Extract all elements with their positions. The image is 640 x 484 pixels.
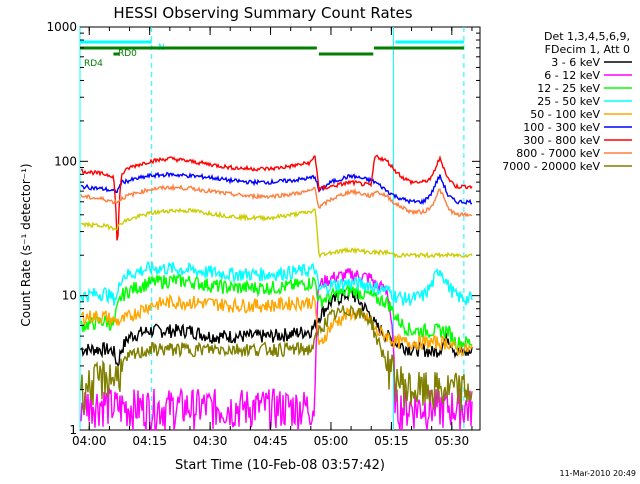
x-tick-label-1: 04:15	[132, 434, 167, 448]
x-tick-label-6: 05:30	[435, 434, 470, 448]
footer-date: 11-Mar-2010 20:49	[560, 469, 637, 478]
legend-label-0: 3 - 6 keV	[551, 56, 600, 69]
x-tick-label-4: 05:00	[314, 434, 349, 448]
legend-label-4: 50 - 100 keV	[530, 108, 600, 121]
legend-label-7: 800 - 7000 keV	[516, 147, 600, 160]
y-axis-label: Count Rate (s⁻¹ detector⁻¹)	[19, 163, 33, 326]
series-line-1	[80, 268, 473, 431]
series-line-2	[80, 273, 473, 351]
y-tick-label-1: 10	[62, 289, 77, 303]
y-tick-label-2: 100	[54, 154, 77, 168]
series-line-7	[80, 183, 473, 218]
series-line-9	[80, 207, 473, 259]
flag-label-rd4: RD4	[84, 59, 103, 69]
series-line-8	[80, 304, 473, 414]
legend-label-5: 100 - 300 keV	[523, 121, 600, 134]
legend-label-8: 7000 - 20000 keV	[502, 160, 600, 173]
y-tick-label-3: 1000	[46, 20, 77, 34]
series-lines	[80, 154, 473, 431]
legend-label-3: 25 - 50 keV	[537, 95, 600, 108]
y-tick-label-0: 1	[69, 423, 77, 437]
series-line-0	[80, 287, 473, 368]
axes: 1 10 100 1000 04:00 04:15 04:30 04:45 05:00 05:15…	[46, 20, 480, 448]
vertical-lines	[79, 27, 465, 430]
plot-frame	[79, 26, 481, 431]
x-tick-label-0: 04:00	[72, 434, 107, 448]
legend-label-1: 6 - 12 keV	[544, 69, 600, 82]
legend-header-0: Det 1,3,4,5,6,9,	[544, 30, 630, 43]
series-line-4	[80, 293, 473, 358]
legend-header-1: FDecim 1, Att 0	[545, 43, 630, 56]
series-line-3	[80, 260, 473, 306]
legend-label-2: 12 - 25 keV	[537, 82, 600, 95]
chart-title: HESSI Observing Summary Count Rates	[113, 4, 412, 22]
x-tick-label-3: 04:45	[253, 434, 288, 448]
legend-label-6: 300 - 800 keV	[523, 134, 600, 147]
x-axis-label: Start Time (10-Feb-08 03:57:42)	[175, 458, 385, 473]
flag-bars: NRD0RD4	[80, 40, 464, 69]
x-tick-label-2: 04:30	[193, 434, 228, 448]
legend: Det 1,3,4,5,6,9,FDecim 1, Att 03 - 6 keV…	[502, 30, 632, 173]
series-line-6	[80, 154, 473, 241]
flag-label-rd0: RD0	[118, 49, 137, 59]
x-tick-label-5: 05:15	[374, 434, 409, 448]
series-line-5	[80, 171, 473, 206]
